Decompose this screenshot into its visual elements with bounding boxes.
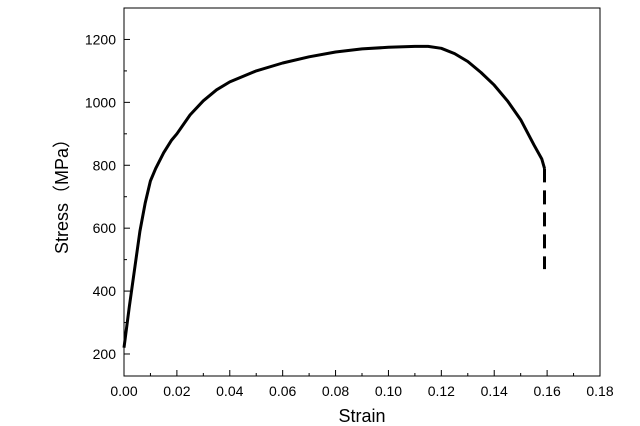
y-tick-label: 600	[93, 220, 117, 236]
y-tick-label: 400	[93, 283, 117, 299]
y-axis-title: Stress（MPa）	[52, 130, 72, 254]
x-tick-label: 0.10	[375, 383, 402, 399]
x-tick-label: 0.02	[163, 383, 190, 399]
y-axis-ticks: 200 400 600 800 1000 1200	[85, 31, 130, 362]
x-tick-label: 0.14	[481, 383, 508, 399]
stress-strain-curve	[122, 44, 546, 348]
y-tick-label: 800	[93, 157, 117, 173]
x-tick-label: 0.04	[216, 383, 243, 399]
x-tick-label: 0.16	[533, 383, 560, 399]
x-tick-label: 0.18	[586, 383, 613, 399]
x-tick-label: 0.08	[322, 383, 349, 399]
y-tick-label: 1200	[85, 31, 116, 47]
x-axis-ticks: 0.00 0.02 0.04 0.06 0.08 0.10 0.12 0.14 0.16 0.18	[110, 370, 614, 399]
x-tick-label: 0.06	[269, 383, 296, 399]
data-series	[122, 44, 546, 348]
y-tick-label: 200	[93, 346, 117, 362]
x-tick-label: 0.12	[428, 383, 455, 399]
plot-frame	[123, 7, 601, 377]
x-tick-label: 0.00	[110, 383, 137, 399]
y-tick-label: 1000	[85, 94, 116, 110]
x-axis-title: Strain	[338, 406, 385, 426]
